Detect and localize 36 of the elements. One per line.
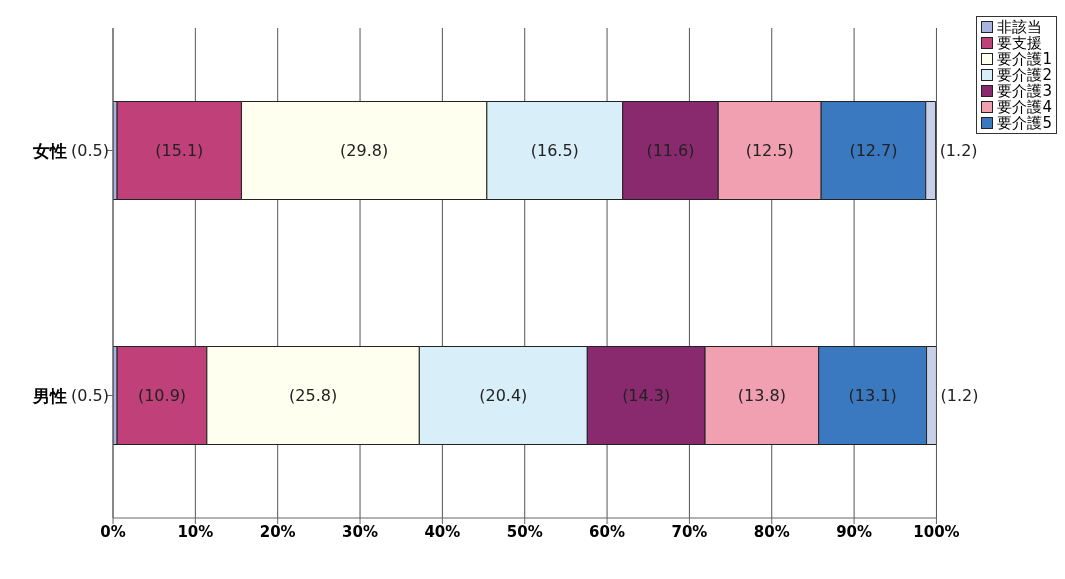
x-tick-label: 50%: [506, 522, 543, 541]
legend-label: 要介護4: [997, 98, 1052, 116]
data-label: (13.1): [848, 385, 897, 405]
y-tick-label: 男性: [32, 385, 67, 406]
data-label: (1.2): [940, 385, 979, 405]
legend-label: 要介護1: [997, 50, 1052, 68]
data-label: (0.5): [71, 385, 109, 405]
legend-label: 要支援: [997, 34, 1043, 52]
x-tick-label: 70%: [671, 522, 708, 541]
x-tick-label: 100%: [913, 522, 960, 541]
x-tick-label: 40%: [424, 522, 461, 541]
data-label: (29.8): [340, 140, 389, 160]
x-tick-label: 90%: [836, 522, 873, 541]
data-label: (20.4): [479, 385, 528, 405]
legend-label: 要介護2: [997, 66, 1052, 84]
data-label: (14.3): [622, 385, 671, 405]
legend-label: 非該当: [997, 18, 1043, 36]
x-tick-label: 10%: [177, 522, 214, 541]
data-label: (16.5): [530, 140, 579, 160]
legend-label: 要介護3: [997, 82, 1052, 100]
data-label: (13.8): [737, 385, 786, 405]
data-label: (1.2): [939, 140, 978, 160]
data-label: (11.6): [646, 140, 695, 160]
x-tick-label: 60%: [589, 522, 626, 541]
data-label: (10.9): [137, 385, 187, 405]
x-tick-label: 0%: [100, 522, 126, 541]
data-label: (12.5): [745, 140, 794, 160]
data-label: (0.5): [71, 140, 109, 160]
x-tick-label: 80%: [753, 522, 790, 541]
data-label: (12.7): [849, 140, 898, 160]
data-label: (15.1): [155, 140, 204, 160]
y-tick-label: 女性: [32, 140, 67, 161]
data-label: (25.8): [289, 385, 338, 405]
legend-label: 要介護5: [997, 114, 1052, 132]
x-tick-label: 30%: [342, 522, 378, 541]
x-tick-label: 20%: [259, 522, 296, 541]
